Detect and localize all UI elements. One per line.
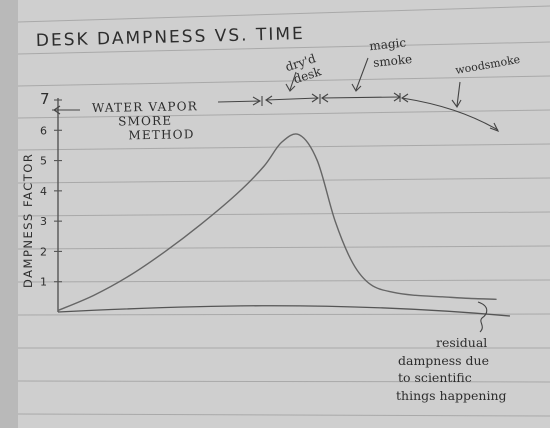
residual-line1: residual <box>436 335 487 350</box>
phase-arrows <box>52 57 500 333</box>
phase1-label-line1: WATER VAPOR <box>92 99 198 115</box>
phase1-arrow-right <box>217 100 261 103</box>
series-line <box>57 133 497 312</box>
ruled-line <box>17 413 550 417</box>
ruled-line <box>17 313 550 316</box>
x-axis-line <box>57 305 511 317</box>
arrowhead <box>53 105 61 115</box>
y-tick-label: 5 <box>40 155 47 168</box>
ruled-line <box>17 211 550 217</box>
pointer-dry-desk <box>289 71 297 91</box>
phase2-arrow <box>265 97 319 101</box>
ruled-line <box>17 279 550 283</box>
phase3-label-line1: magic <box>369 35 407 53</box>
phase3-label-line2: smoke <box>372 52 412 70</box>
pointer-residual <box>477 301 488 333</box>
ruled-line <box>17 380 550 383</box>
arrowhead <box>311 93 319 103</box>
arrowhead <box>401 93 409 103</box>
arrowhead <box>285 83 296 92</box>
arrowhead <box>265 95 273 105</box>
residual-label: residual dampness due to scientific thin… <box>396 335 507 403</box>
ruled-line <box>17 143 550 151</box>
phase4-arrow <box>401 97 499 131</box>
phase1-label-line2: SMORE <box>118 114 172 129</box>
residual-line2: dampness due <box>398 353 489 368</box>
y-tick-label: 1 <box>40 276 47 289</box>
ruled-line <box>17 109 550 119</box>
pointer-woodsmoke <box>456 81 461 107</box>
arrowhead <box>321 93 329 103</box>
phase3-label: magic smoke <box>369 35 413 70</box>
y-tick-label: 2 <box>40 245 47 258</box>
ruled-line <box>17 75 550 87</box>
y-tick-label: 4 <box>40 185 47 198</box>
phase1-label-line3: METHOD <box>128 127 194 142</box>
ruled-line <box>17 5 550 23</box>
y-axis-label: DAMPNESS FACTOR <box>21 153 35 288</box>
ruled-line <box>17 41 550 55</box>
ruled-line <box>17 245 550 250</box>
arrowhead <box>252 96 262 106</box>
arrowhead <box>489 122 500 133</box>
arrowhead <box>351 83 362 92</box>
residual-line4: things happening <box>396 388 507 403</box>
ruled-line <box>17 177 550 184</box>
y-tick-label: 6 <box>40 124 47 137</box>
y-ticks: 1 2 3 4 5 6 7 <box>40 90 62 289</box>
y-tick-label: 3 <box>40 215 47 228</box>
y-tick-label: 7 <box>40 90 50 108</box>
page-edge <box>0 0 18 428</box>
arrowhead <box>451 99 462 109</box>
pointer-magic-smoke <box>355 57 369 91</box>
ruled-lines <box>17 5 550 417</box>
residual-line3: to scientific <box>398 370 472 385</box>
phase1-label: WATER VAPOR SMORE METHOD <box>92 99 204 143</box>
phase3-arrow <box>321 96 401 99</box>
